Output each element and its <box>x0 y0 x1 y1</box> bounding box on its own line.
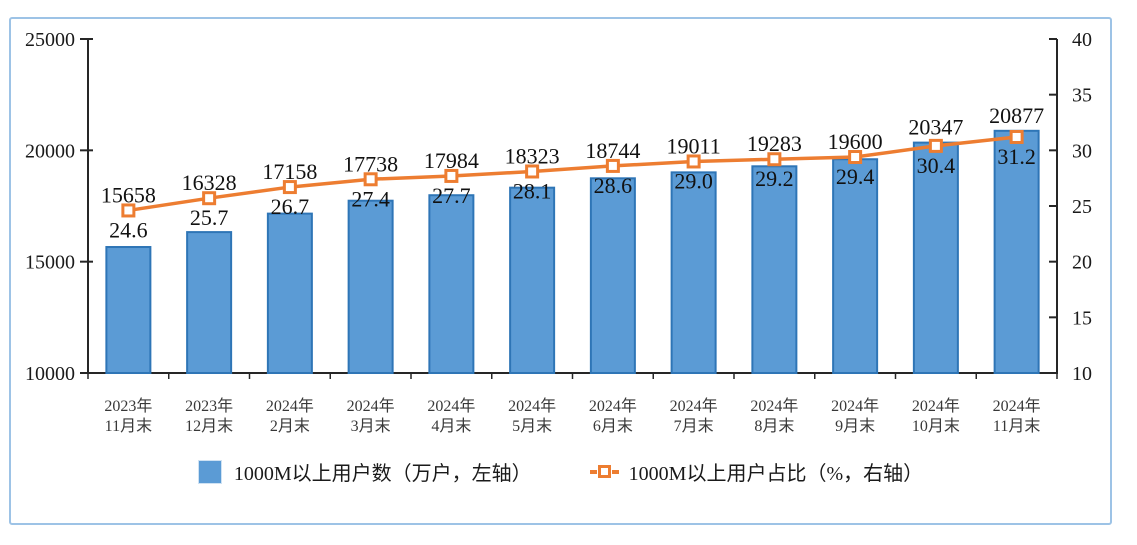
left-axis-tick-label: 10000 <box>25 363 75 385</box>
line-value-label: 24.6 <box>109 217 148 242</box>
bar-value-label: 19283 <box>747 131 802 156</box>
legend-item-line-series: 1000M以上用户占比（%，右轴） <box>589 457 924 486</box>
line-marker-icon <box>597 465 611 478</box>
bar-value-label: 17738 <box>343 151 398 176</box>
bar-value-label: 15658 <box>101 182 156 207</box>
bar <box>266 212 313 374</box>
bar <box>993 129 1040 374</box>
bar <box>832 158 879 374</box>
line-marker <box>363 172 378 187</box>
bar <box>509 186 556 374</box>
line-series-swatch-icon <box>589 465 619 478</box>
right-axis-tick-label: 10 <box>1072 363 1092 385</box>
bar-series-group <box>105 129 1040 374</box>
bar <box>670 171 717 374</box>
x-category-label: 2024年 2月末 <box>266 397 314 435</box>
line-marker <box>202 191 217 206</box>
bar <box>751 165 798 374</box>
line-marker <box>1009 129 1024 144</box>
bar-value-label: 18744 <box>585 138 640 163</box>
bar <box>105 246 152 374</box>
line-series-group <box>121 129 1024 218</box>
bar <box>428 194 475 374</box>
x-category-label: 2024年 6月末 <box>589 397 637 435</box>
right-axis-tick-label: 25 <box>1072 196 1092 218</box>
bar-value-label: 20347 <box>908 115 963 140</box>
line-marker <box>121 203 136 218</box>
chart-frame: 10000 15000 20000 25000 10 15 20 25 30 35 40 15658 2… <box>9 17 1112 525</box>
line-value-label: 30.4 <box>917 153 956 178</box>
left-axis-tick-label: 15000 <box>25 252 75 274</box>
x-category-label: 2024年 8月末 <box>750 397 798 435</box>
line-path <box>128 135 1017 213</box>
x-category-label: 2024年 9月末 <box>831 397 879 435</box>
line-marker <box>848 150 863 165</box>
x-category-label: 2024年 11月末 <box>993 397 1041 435</box>
line-value-label: 28.6 <box>594 173 633 198</box>
line-value-label: 25.7 <box>190 205 229 230</box>
line-marker <box>605 158 620 173</box>
line-marker <box>444 168 459 183</box>
right-axis-tick-label: 15 <box>1072 307 1092 329</box>
bar-value-label: 17158 <box>262 159 317 184</box>
right-axis-tick-label: 35 <box>1072 85 1092 107</box>
bar-value-label: 18323 <box>505 143 560 168</box>
x-category-label: 2024年 5月末 <box>508 397 556 435</box>
bar-value-label: 20877 <box>989 103 1044 128</box>
line-marker <box>686 154 701 169</box>
right-axis-tick-label: 20 <box>1072 252 1092 274</box>
line-value-label: 29.0 <box>674 168 713 193</box>
data-labels-group: 15658 24.6 16328 25.7 17158 26.7 17738 27.4 1798… <box>101 103 1044 243</box>
right-axis-tick-label: 40 <box>1072 29 1092 51</box>
bar-value-label: 19600 <box>828 129 883 154</box>
left-axis-tick-label: 25000 <box>25 29 75 51</box>
bar <box>186 231 233 374</box>
bar <box>347 199 394 374</box>
line-value-label: 26.7 <box>271 194 310 219</box>
chart-legend: 1000M以上用户数（万户，左轴） 1000M以上用户占比（%，右轴） <box>11 457 1110 486</box>
line-marker <box>767 152 782 167</box>
line-marker <box>282 180 297 195</box>
line-marker <box>928 138 943 153</box>
bar-value-label: 16328 <box>182 170 237 195</box>
line-series-legend-label: 1000M以上用户占比（%，右轴） <box>628 463 924 485</box>
line-value-label: 27.4 <box>351 186 390 211</box>
x-category-label: 2024年 4月末 <box>427 397 475 435</box>
line-marker <box>525 164 540 179</box>
line-value-label: 29.2 <box>755 166 794 191</box>
bar <box>912 141 959 374</box>
legend-item-bar-series: 1000M以上用户数（万户，左轴） <box>197 457 532 486</box>
x-category-label: 2023年 11月末 <box>104 397 152 435</box>
combo-chart-canvas: 10000 15000 20000 25000 10 15 20 25 30 35 40 15658 2… <box>25 29 1092 435</box>
bar-value-label: 17984 <box>424 148 479 173</box>
line-value-label: 27.7 <box>432 183 471 208</box>
line-value-label: 31.2 <box>997 144 1036 169</box>
x-category-label: 2024年 10月末 <box>912 397 960 435</box>
line-dash-icon <box>611 469 619 474</box>
x-category-label: 2024年 7月末 <box>670 397 718 435</box>
line-dash-icon <box>589 469 597 474</box>
line-value-label: 29.4 <box>836 164 875 189</box>
bar-value-label: 19011 <box>667 133 721 158</box>
left-axis-tick-label: 20000 <box>25 140 75 162</box>
line-value-label: 28.1 <box>513 178 552 203</box>
right-axis-tick-label: 30 <box>1072 140 1092 162</box>
bar <box>589 177 636 374</box>
x-category-label: 2023年 12月末 <box>185 397 233 435</box>
x-category-label: 2024年 3月末 <box>347 397 395 435</box>
bar-series-swatch-icon <box>197 459 222 484</box>
bar-series-legend-label: 1000M以上用户数（万户，左轴） <box>233 463 532 485</box>
